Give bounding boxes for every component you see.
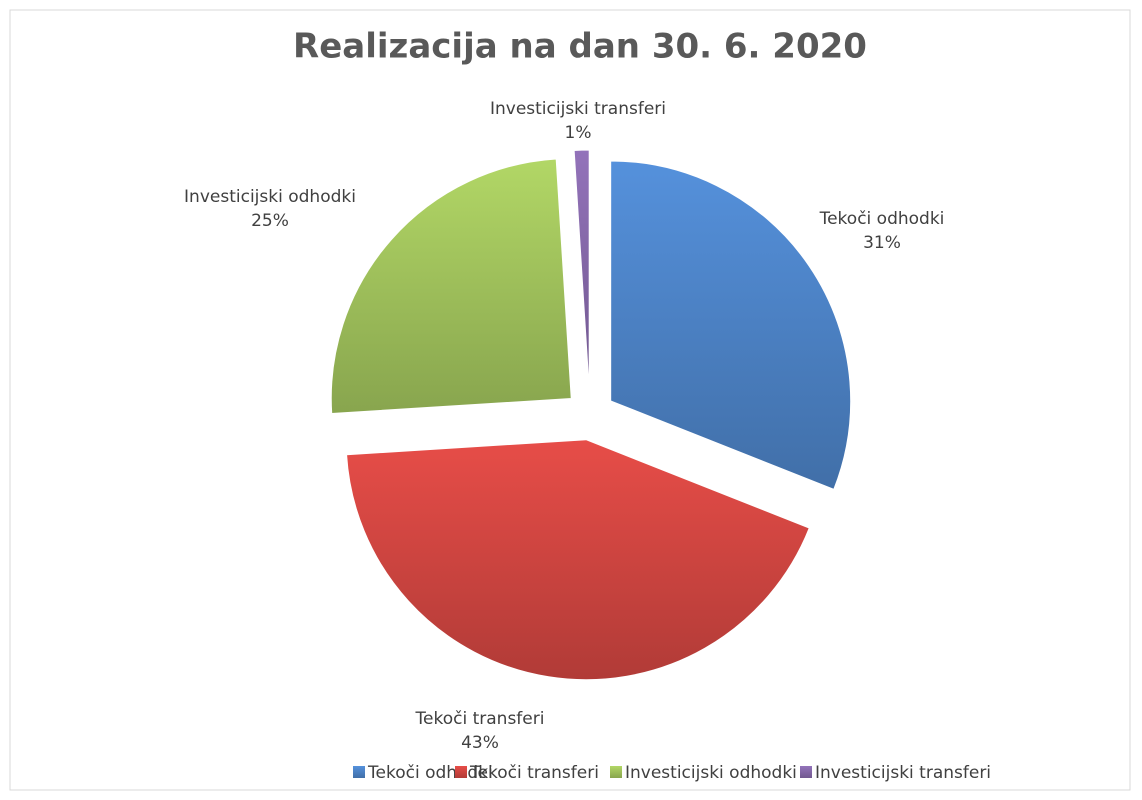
legend-label: Tekoči transferi — [469, 763, 599, 783]
legend-label: Investicijski transferi — [815, 763, 991, 783]
pie-slice — [573, 149, 590, 391]
data-label-value: 25% — [251, 211, 289, 231]
legend-swatch — [353, 766, 365, 778]
pie-slice — [346, 439, 810, 681]
data-label-category: Tekoči odhodki — [819, 209, 945, 229]
data-label-value: 1% — [565, 123, 592, 143]
data-label-category: Tekoči transferi — [415, 709, 545, 729]
data-label-value: 43% — [461, 733, 499, 753]
legend-label: Investicijski odhodki — [625, 763, 797, 783]
data-label-category: Investicijski odhodki — [184, 187, 356, 207]
legend-swatch — [455, 766, 467, 778]
pie-slice — [610, 160, 852, 490]
legend-swatch — [800, 766, 812, 778]
pie-slice — [330, 158, 572, 415]
data-label-category: Investicijski transferi — [490, 99, 666, 119]
legend-swatch — [610, 766, 622, 778]
chart-title: Realizacija na dan 30. 6. 2020 — [293, 27, 867, 67]
data-label-value: 31% — [863, 233, 901, 253]
